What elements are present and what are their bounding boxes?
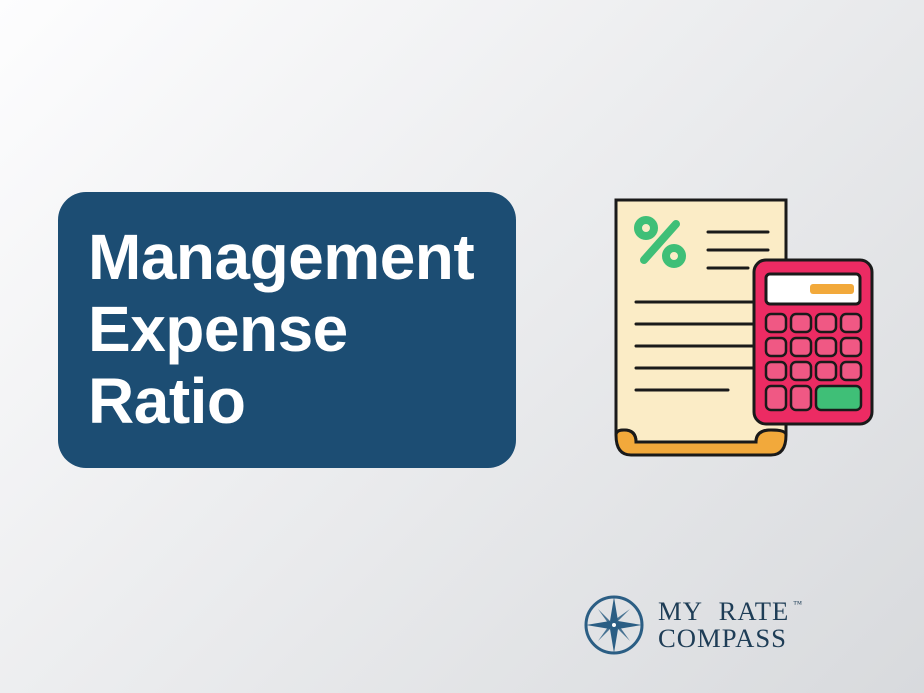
logo-word-compass: COMPASS — [658, 625, 803, 652]
title-line-3: Ratio — [88, 366, 486, 438]
logo-word-rate: RATE — [719, 598, 790, 625]
brand-logo-text: MY RATE ™ COMPASS — [658, 598, 803, 651]
logo-word-my: MY — [658, 598, 703, 625]
calculator-icon — [754, 260, 872, 424]
calculator-screen-bar — [810, 284, 854, 294]
calculator-equals-button — [816, 386, 861, 410]
title-line-2: Expense — [88, 294, 486, 366]
trademark-symbol: ™ — [793, 600, 803, 609]
title-card: Management Expense Ratio — [58, 192, 516, 468]
brand-logo: MY RATE ™ COMPASS — [582, 588, 892, 662]
title-line-1: Management — [88, 222, 486, 294]
document-calculator-illustration — [596, 180, 886, 480]
compass-icon — [582, 593, 646, 657]
